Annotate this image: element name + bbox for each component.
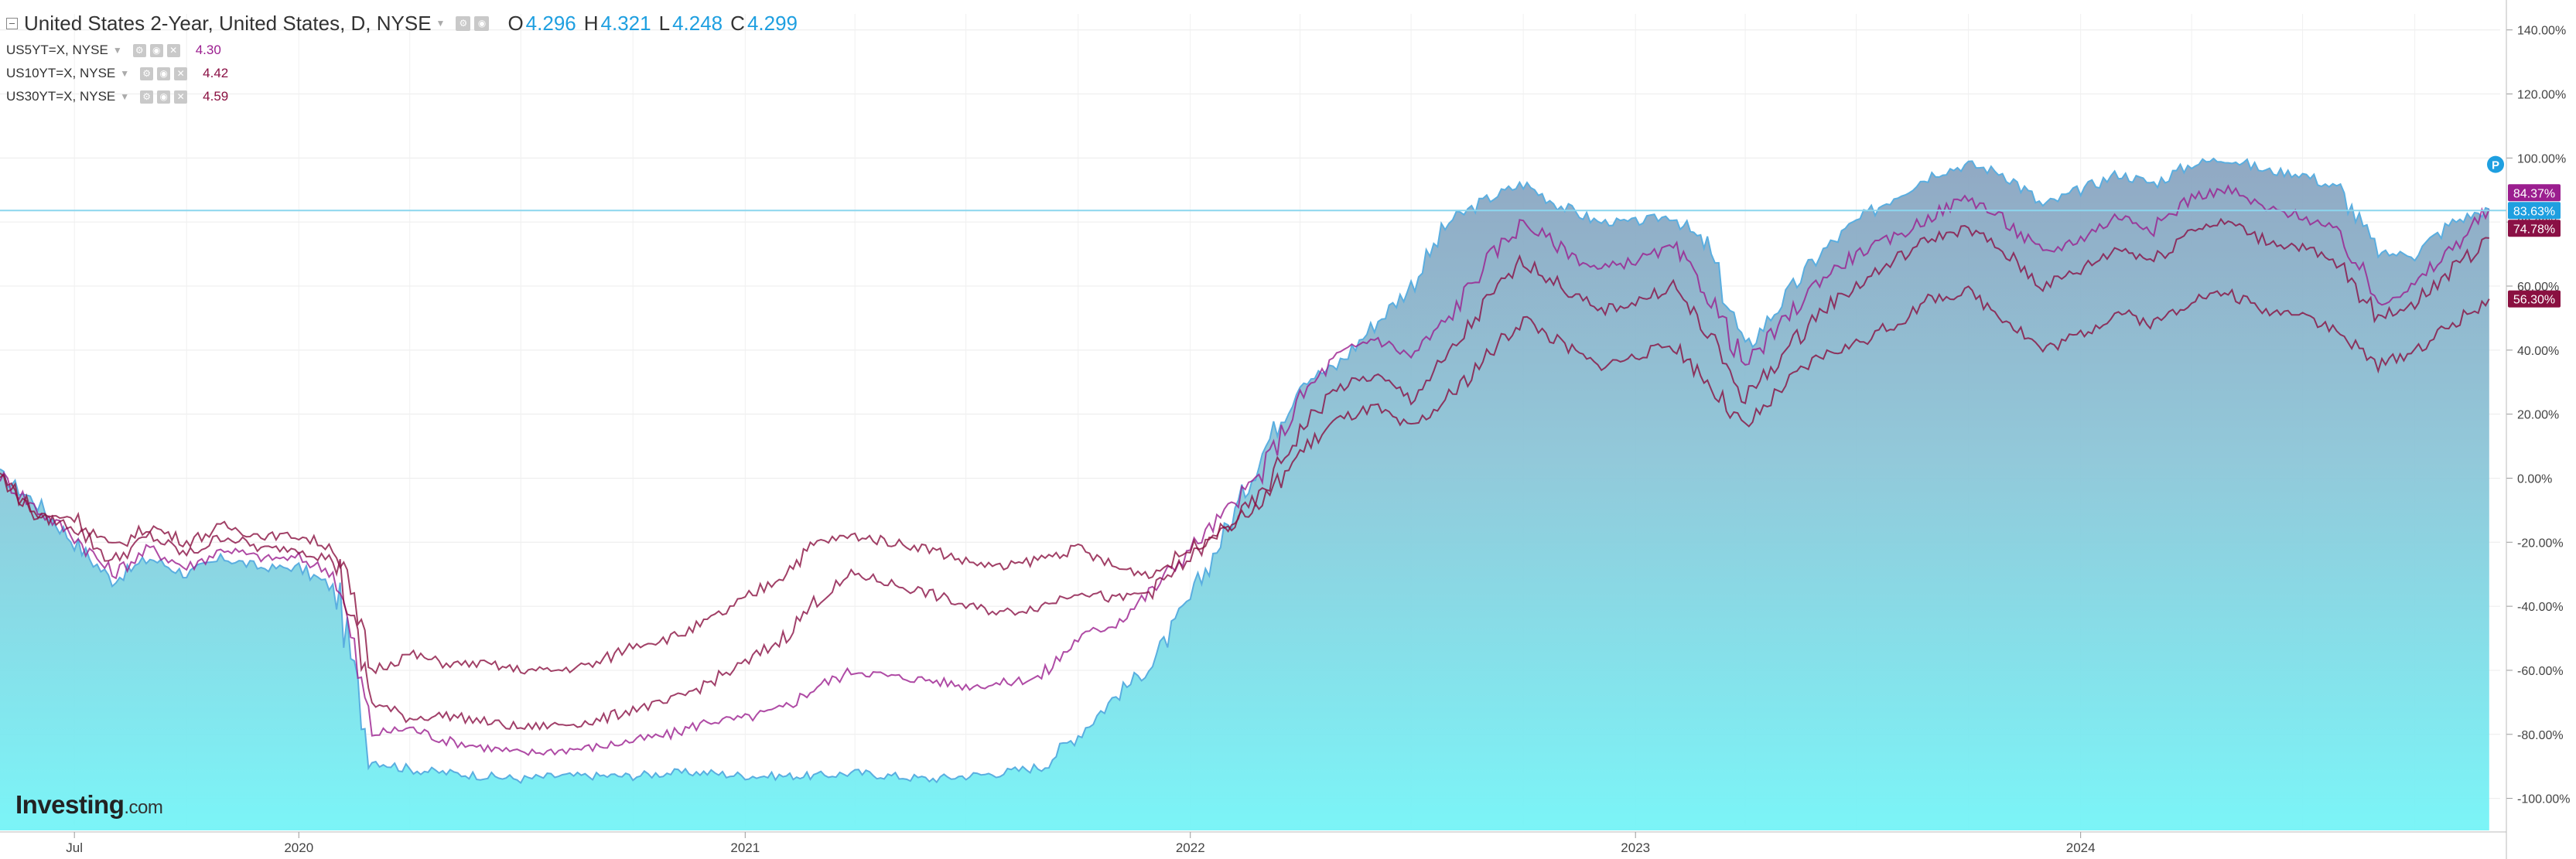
open-label: O xyxy=(507,11,524,35)
legend-compare-row: US5YT=X, NYSE ▼ ⚙ ◉ ✕ 4.30 xyxy=(6,39,798,62)
close-label: C xyxy=(730,11,745,35)
compare-tools: ⚙ ◉ ✕ xyxy=(140,90,188,104)
last-value-text: 84.37% xyxy=(2513,187,2555,200)
y-tick-label: 120.00% xyxy=(2517,89,2566,102)
close-icon[interactable]: ✕ xyxy=(166,43,180,57)
chevron-down-icon[interactable]: ▼ xyxy=(112,45,122,56)
last-value-labels: 84.37% 83.63% 74.78% 56.30% xyxy=(2508,184,2561,308)
legend-compare-row: US10YT=X, NYSE ▼ ⚙ ◉ ✕ 4.42 xyxy=(6,62,798,85)
y-tick-label: 100.00% xyxy=(2517,152,2566,165)
last-value-label: 83.63% xyxy=(2508,202,2561,220)
compare-value: 4.59 xyxy=(203,89,229,104)
settings-icon[interactable]: ⚙ xyxy=(456,15,471,31)
logo-suffix: .com xyxy=(124,797,163,818)
y-tick-label: 140.00% xyxy=(2517,25,2566,38)
last-value-label: 56.30% xyxy=(2508,290,2561,308)
series-line xyxy=(0,184,2490,756)
eye-icon[interactable]: ◉ xyxy=(157,66,171,80)
compare-symbol-label[interactable]: US10YT=X, NYSE xyxy=(6,66,116,80)
x-tick-label: 2021 xyxy=(730,840,760,855)
y-tick-label: 20.00% xyxy=(2517,409,2559,422)
x-tick-label: 2022 xyxy=(1176,840,1205,855)
low-value: 4.248 xyxy=(672,11,723,35)
y-tick-label: -80.00% xyxy=(2517,729,2564,742)
close-icon[interactable]: ✕ xyxy=(174,90,188,104)
settings-icon[interactable]: ⚙ xyxy=(140,90,154,104)
series-line xyxy=(0,157,2490,785)
y-tick-label: -40.00% xyxy=(2517,601,2564,614)
x-tick-label: 2024 xyxy=(2066,840,2096,855)
x-tick-label: Jul xyxy=(66,840,83,855)
compare-value: 4.42 xyxy=(203,66,229,80)
settings-icon[interactable]: ⚙ xyxy=(132,43,146,57)
x-tick-label: 2020 xyxy=(284,840,313,855)
y-tick-label: 0.00% xyxy=(2517,472,2552,486)
y-axis: 140.00%120.00%100.00%80.00%60.00%40.00%2… xyxy=(2506,0,2571,859)
eye-icon[interactable]: ◉ xyxy=(474,15,490,31)
close-value: 4.299 xyxy=(746,11,798,35)
compare-value: 4.30 xyxy=(195,43,221,57)
eye-icon[interactable]: ◉ xyxy=(157,90,171,104)
last-value-text: 83.63% xyxy=(2513,205,2555,218)
legend-main-row: United States 2-Year, United States, D, … xyxy=(6,8,798,39)
compare-symbol-label[interactable]: US30YT=X, NYSE xyxy=(6,89,116,104)
compare-tools: ⚙ ◉ ✕ xyxy=(132,43,180,57)
y-tick-label: -60.00% xyxy=(2517,665,2564,678)
series-line xyxy=(0,217,2489,731)
high-value: 4.321 xyxy=(600,11,651,35)
legend-compare-row: US30YT=X, NYSE ▼ ⚙ ◉ ✕ 4.59 xyxy=(6,85,798,108)
high-label: H xyxy=(583,11,599,35)
y-tick-label: -20.00% xyxy=(2517,537,2564,550)
last-value-text: 74.78% xyxy=(2513,223,2555,236)
x-tick-label: 2023 xyxy=(1621,840,1650,855)
low-label: L xyxy=(658,11,671,35)
compare-symbol-label[interactable]: US5YT=X, NYSE xyxy=(6,43,108,57)
p-marker-icon[interactable]: P xyxy=(2487,155,2504,173)
crosshair: P xyxy=(0,155,2506,212)
eye-icon[interactable]: ◉ xyxy=(149,43,163,57)
y-tick-label: 40.00% xyxy=(2517,345,2559,358)
logo-name: Investing xyxy=(15,790,125,819)
close-icon[interactable]: ✕ xyxy=(174,66,188,80)
open-value: 4.296 xyxy=(525,11,576,35)
chevron-down-icon[interactable]: ▼ xyxy=(120,91,130,102)
collapse-icon[interactable] xyxy=(6,17,18,29)
settings-icon[interactable]: ⚙ xyxy=(140,66,154,80)
y-tick-label: -100.00% xyxy=(2517,793,2571,806)
chevron-down-icon[interactable]: ▼ xyxy=(436,18,446,29)
series-area xyxy=(0,159,2489,830)
last-value-label: 74.78% xyxy=(2508,220,2561,237)
last-value-label: 84.37% xyxy=(2508,184,2561,202)
main-symbol-title[interactable]: United States 2-Year, United States, D, … xyxy=(24,11,432,35)
investing-logo: Investing.com xyxy=(15,790,163,820)
last-value-text: 56.30% xyxy=(2513,294,2555,307)
compare-tools: ⚙ ◉ ✕ xyxy=(140,66,188,80)
chart-legend: United States 2-Year, United States, D, … xyxy=(6,8,798,108)
series-line xyxy=(0,285,2490,675)
chevron-down-icon[interactable]: ▼ xyxy=(120,68,130,79)
x-axis: Jul 2020 2021 2022 2023 2024 xyxy=(0,831,2506,855)
p-marker-label: P xyxy=(2492,159,2499,172)
series-layer xyxy=(0,157,2490,830)
main-tools: ⚙ ◉ xyxy=(456,15,490,31)
